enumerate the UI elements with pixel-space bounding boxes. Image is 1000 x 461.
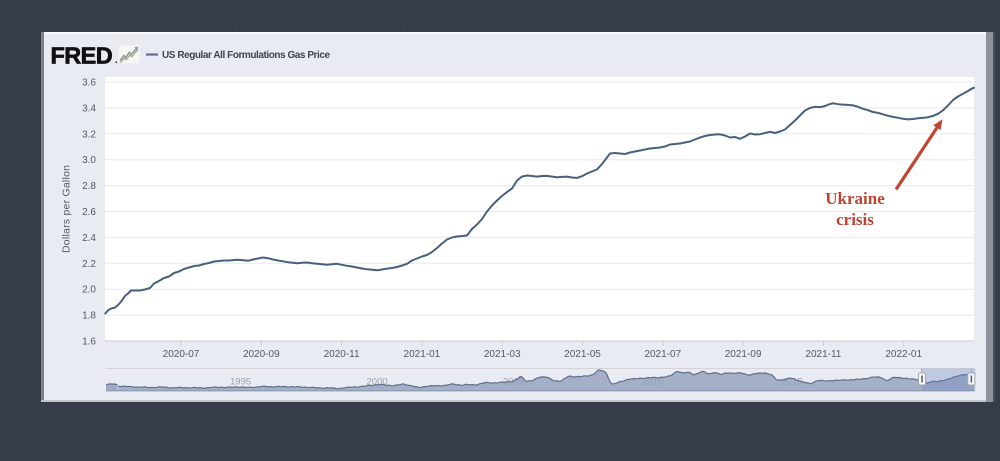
- svg-text:1.8: 1.8: [82, 311, 96, 322]
- svg-text:2.0: 2.0: [82, 285, 96, 296]
- svg-text:3.0: 3.0: [82, 155, 96, 166]
- svg-text:3.4: 3.4: [82, 103, 96, 114]
- svg-text:2021-05: 2021-05: [564, 349, 601, 360]
- svg-text:2021-07: 2021-07: [644, 349, 681, 360]
- svg-text:crisis: crisis: [836, 210, 874, 229]
- svg-text:US Regular All Formulations Ga: US Regular All Formulations Gas Price: [162, 50, 330, 61]
- svg-text:2.6: 2.6: [82, 207, 96, 218]
- svg-text:1.6: 1.6: [82, 337, 96, 348]
- svg-text:2021-09: 2021-09: [725, 349, 762, 360]
- svg-text:2000: 2000: [367, 377, 388, 388]
- svg-text:2020-11: 2020-11: [324, 349, 360, 360]
- svg-text:2.4: 2.4: [82, 233, 96, 244]
- svg-text:2020-09: 2020-09: [243, 349, 280, 360]
- svg-text:Ukraine: Ukraine: [825, 189, 885, 208]
- svg-text:2022-01: 2022-01: [885, 349, 922, 360]
- svg-text:FRED: FRED: [51, 43, 113, 69]
- svg-text:2021-11: 2021-11: [805, 349, 841, 360]
- svg-text:3.6: 3.6: [82, 78, 96, 89]
- svg-text:3.2: 3.2: [82, 129, 96, 140]
- svg-text:2.8: 2.8: [82, 181, 96, 192]
- svg-text:2020-07: 2020-07: [163, 349, 200, 360]
- svg-text:2.2: 2.2: [82, 259, 96, 270]
- svg-text:Dollars per Gallon: Dollars per Gallon: [61, 165, 73, 253]
- svg-text:1995: 1995: [230, 377, 251, 388]
- svg-text:2021-03: 2021-03: [484, 349, 521, 360]
- svg-text:2021-01: 2021-01: [404, 349, 441, 360]
